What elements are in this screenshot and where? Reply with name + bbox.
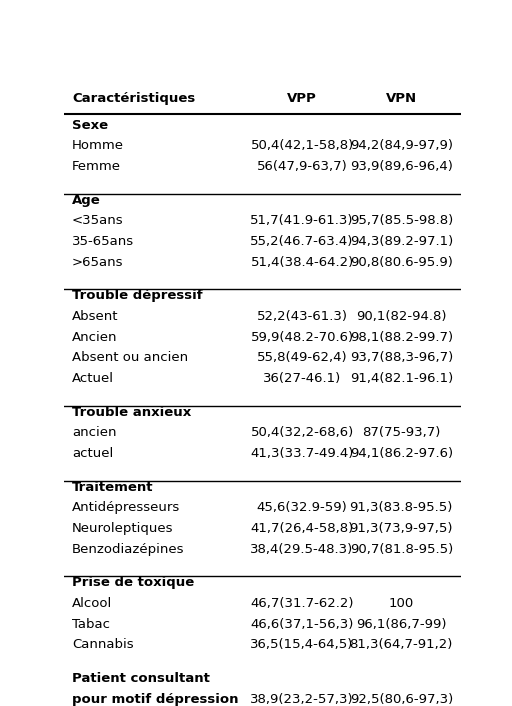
Text: VPP: VPP xyxy=(287,92,317,104)
Text: Trouble dépressif: Trouble dépressif xyxy=(72,289,203,302)
Text: 55,8(49-62,4): 55,8(49-62,4) xyxy=(257,352,348,364)
Text: Absent: Absent xyxy=(72,310,118,323)
Text: Prise de toxique: Prise de toxique xyxy=(72,576,194,590)
Text: Trouble anxieux: Trouble anxieux xyxy=(72,406,191,419)
Text: ancien: ancien xyxy=(72,426,116,439)
Text: 90,8(80.6-95.9): 90,8(80.6-95.9) xyxy=(350,256,453,269)
Text: 95,7(85.5-98.8): 95,7(85.5-98.8) xyxy=(350,215,453,227)
Text: 36(27-46.1): 36(27-46.1) xyxy=(263,372,341,385)
Text: 38,9(23,2-57,3): 38,9(23,2-57,3) xyxy=(250,693,354,706)
Text: 93,7(88,3-96,7): 93,7(88,3-96,7) xyxy=(350,352,453,364)
Text: 55,2(46.7-63.4): 55,2(46.7-63.4) xyxy=(250,235,354,248)
Text: 46,6(37,1-56,3): 46,6(37,1-56,3) xyxy=(250,618,354,630)
Text: pour motif dépression: pour motif dépression xyxy=(72,693,239,706)
Text: 90,7(81.8-95.5): 90,7(81.8-95.5) xyxy=(350,543,453,556)
Text: 96,1(86,7-99): 96,1(86,7-99) xyxy=(356,618,446,630)
Text: 41,3(33.7-49.4): 41,3(33.7-49.4) xyxy=(250,447,354,460)
Text: 51,4(38.4-64.2): 51,4(38.4-64.2) xyxy=(250,256,354,269)
Text: Alcool: Alcool xyxy=(72,597,112,610)
Text: Age: Age xyxy=(72,193,101,207)
Text: Sexe: Sexe xyxy=(72,119,108,131)
Text: 50,4(32,2-68,6): 50,4(32,2-68,6) xyxy=(250,426,354,439)
Text: Absent ou ancien: Absent ou ancien xyxy=(72,352,188,364)
Text: Traitement: Traitement xyxy=(72,481,154,493)
Text: 36,5(15,4-64,5): 36,5(15,4-64,5) xyxy=(250,638,354,652)
Text: 91,3(73,9-97,5): 91,3(73,9-97,5) xyxy=(350,522,453,535)
Text: Femme: Femme xyxy=(72,160,121,173)
Text: Benzodiazépines: Benzodiazépines xyxy=(72,543,184,556)
Text: Ancien: Ancien xyxy=(72,330,117,344)
Text: Patient consultant: Patient consultant xyxy=(72,672,210,685)
Text: 56(47,9-63,7): 56(47,9-63,7) xyxy=(257,160,348,173)
Text: Antidépresseurs: Antidépresseurs xyxy=(72,501,180,515)
Text: 91,4(82.1-96.1): 91,4(82.1-96.1) xyxy=(350,372,453,385)
Text: 50,4(42,1-58,8): 50,4(42,1-58,8) xyxy=(250,139,354,152)
Text: 87(75-93,7): 87(75-93,7) xyxy=(362,426,440,439)
Text: 94,1(86.2-97.6): 94,1(86.2-97.6) xyxy=(350,447,453,460)
Text: VPN: VPN xyxy=(386,92,417,104)
Text: 98,1(88.2-99.7): 98,1(88.2-99.7) xyxy=(350,330,453,344)
Text: 91,3(83.8-95.5): 91,3(83.8-95.5) xyxy=(350,501,453,515)
Text: 52,2(43-61.3): 52,2(43-61.3) xyxy=(257,310,348,323)
Text: 41,7(26,4-58,8): 41,7(26,4-58,8) xyxy=(250,522,354,535)
Text: actuel: actuel xyxy=(72,447,113,460)
Text: Cannabis: Cannabis xyxy=(72,638,134,652)
Text: 100: 100 xyxy=(389,597,414,610)
Text: 46,7(31.7-62.2): 46,7(31.7-62.2) xyxy=(250,597,354,610)
Text: Homme: Homme xyxy=(72,139,124,152)
Text: 51,7(41.9-61.3): 51,7(41.9-61.3) xyxy=(250,215,354,227)
Text: 59,9(48.2-70.6): 59,9(48.2-70.6) xyxy=(250,330,354,344)
Text: 94,3(89.2-97.1): 94,3(89.2-97.1) xyxy=(350,235,453,248)
Text: Caractéristiques: Caractéristiques xyxy=(72,92,195,104)
Text: 45,6(32.9-59): 45,6(32.9-59) xyxy=(257,501,348,515)
Text: Tabac: Tabac xyxy=(72,618,110,630)
Text: 35-65ans: 35-65ans xyxy=(72,235,134,248)
Text: Actuel: Actuel xyxy=(72,372,114,385)
Text: <35ans: <35ans xyxy=(72,215,123,227)
Text: 81,3(64,7-91,2): 81,3(64,7-91,2) xyxy=(350,638,453,652)
Text: >65ans: >65ans xyxy=(72,256,123,269)
Text: 94,2(84,9-97,9): 94,2(84,9-97,9) xyxy=(350,139,453,152)
Text: Neuroleptiques: Neuroleptiques xyxy=(72,522,174,535)
Text: 92,5(80,6-97,3): 92,5(80,6-97,3) xyxy=(350,693,453,706)
Text: 90,1(82-94.8): 90,1(82-94.8) xyxy=(356,310,446,323)
Text: 38,4(29.5-48.3): 38,4(29.5-48.3) xyxy=(250,543,354,556)
Text: 93,9(89,6-96,4): 93,9(89,6-96,4) xyxy=(350,160,453,173)
